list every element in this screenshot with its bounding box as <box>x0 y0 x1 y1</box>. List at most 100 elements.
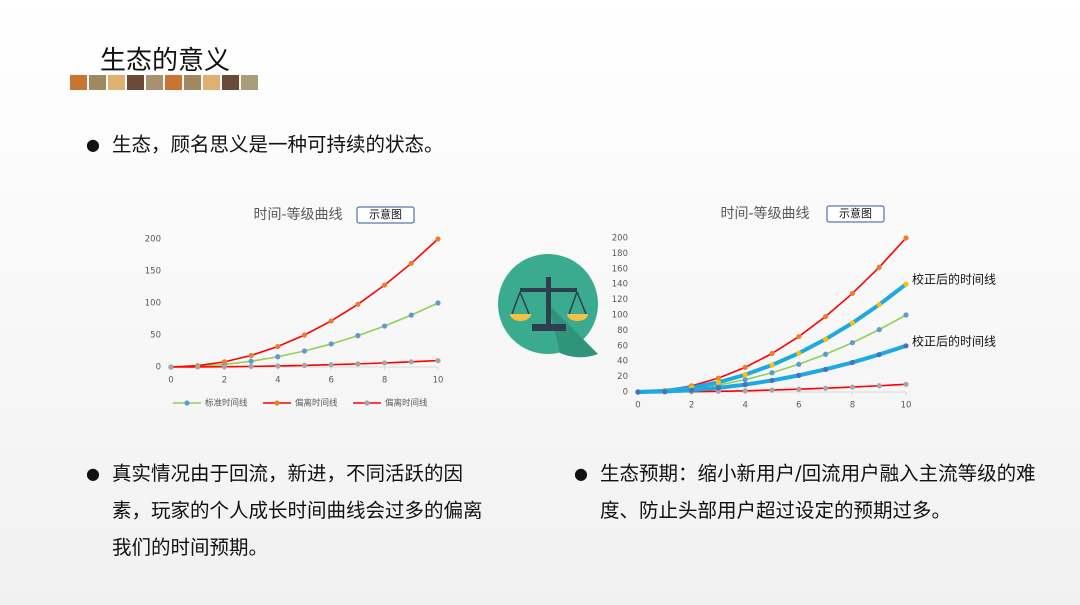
point <box>903 381 909 387</box>
y-tick-label: 50 <box>150 331 161 341</box>
x-tick-label: 6 <box>328 376 333 386</box>
point <box>221 359 227 365</box>
point <box>221 364 227 370</box>
x-tick-label: 8 <box>850 401 855 411</box>
y-tick-label: 150 <box>145 267 161 277</box>
y-tick-label: 100 <box>612 311 628 321</box>
point <box>301 362 308 368</box>
legend-label: 偏离时间线 <box>385 398 428 409</box>
point <box>328 362 334 368</box>
point <box>903 281 909 287</box>
point <box>408 260 414 266</box>
point <box>382 323 388 329</box>
point <box>275 354 281 360</box>
point <box>849 320 856 326</box>
point <box>275 343 281 350</box>
legend-marker <box>184 400 190 406</box>
color-strip <box>70 75 258 90</box>
point <box>715 375 722 381</box>
point <box>715 379 722 385</box>
legend-label: 标准时间线 <box>205 398 248 409</box>
x-tick-label: 2 <box>689 401 694 411</box>
point <box>195 364 201 370</box>
y-tick-label: 80 <box>617 326 628 336</box>
point <box>876 302 882 308</box>
point <box>742 364 748 370</box>
point <box>823 385 829 391</box>
y-tick-label: 160 <box>612 264 628 274</box>
point <box>328 318 334 324</box>
point <box>275 363 281 369</box>
point <box>823 336 829 342</box>
button-label: 示意图 <box>839 206 872 220</box>
x-tick-label: 10 <box>901 401 912 411</box>
point <box>849 384 856 390</box>
button <box>356 206 415 224</box>
y-tick-label: 0 <box>623 388 628 398</box>
point <box>769 377 775 384</box>
point <box>742 382 748 388</box>
series-line <box>637 282 908 394</box>
slide-title: 生态的意义 <box>100 46 231 76</box>
point <box>876 264 882 270</box>
bullet: 生态预期：缩小新用户/回流用户融入主流等级的难度、防止头部用户超过设定的预期过多… <box>574 455 1040 529</box>
point <box>903 312 909 318</box>
point <box>796 350 802 356</box>
button <box>826 205 885 223</box>
legend-marker <box>274 400 280 406</box>
x-tick-label: 0 <box>635 401 640 411</box>
point <box>823 351 829 357</box>
point <box>849 290 856 297</box>
point <box>689 387 695 393</box>
point <box>796 372 802 378</box>
point <box>715 385 722 391</box>
point <box>796 333 802 340</box>
point <box>876 383 882 389</box>
point <box>408 359 414 365</box>
point <box>248 363 254 370</box>
y-tick-label: 60 <box>617 341 628 351</box>
x-tick-label: 4 <box>275 376 280 386</box>
point <box>876 327 882 333</box>
y-tick-label: 100 <box>145 299 161 309</box>
point <box>769 370 775 376</box>
point <box>355 301 361 307</box>
series-annotation: 校正后的时间线 <box>912 272 996 287</box>
x-tick-label: 0 <box>168 376 173 386</box>
point <box>742 372 748 378</box>
point <box>355 333 361 339</box>
bullet: 真实情况由于回流，新进，不同活跃的因素，玩家的个人成长时间曲线会过多的偏离我们的… <box>86 455 487 566</box>
point <box>823 313 829 320</box>
point <box>823 366 829 372</box>
series-line <box>170 238 439 368</box>
bullet: 生态，顾名思义是一种可持续的状态。 <box>86 126 612 163</box>
y-tick-label: 120 <box>612 295 628 305</box>
point <box>876 351 882 358</box>
legend-marker <box>364 400 370 406</box>
y-tick-label: 20 <box>617 372 628 382</box>
point <box>435 358 441 364</box>
x-tick-label: 10 <box>433 376 444 386</box>
x-tick-label: 2 <box>222 376 227 386</box>
point <box>382 360 388 366</box>
chart-title: 时间-等级曲线 <box>253 206 342 223</box>
point <box>662 388 668 395</box>
point <box>742 377 748 383</box>
point <box>382 282 388 288</box>
point <box>408 312 414 318</box>
button-label: 示意图 <box>369 207 402 221</box>
point <box>849 340 856 346</box>
point <box>435 300 441 306</box>
point <box>355 361 361 367</box>
point <box>635 389 641 395</box>
balance-icon <box>498 254 598 358</box>
x-tick-label: 8 <box>382 376 387 386</box>
point <box>248 352 254 359</box>
point <box>769 387 775 393</box>
chart-title: 时间-等级曲线 <box>720 205 809 222</box>
point <box>301 348 308 354</box>
y-tick-label: 40 <box>617 357 628 367</box>
point <box>435 236 441 242</box>
